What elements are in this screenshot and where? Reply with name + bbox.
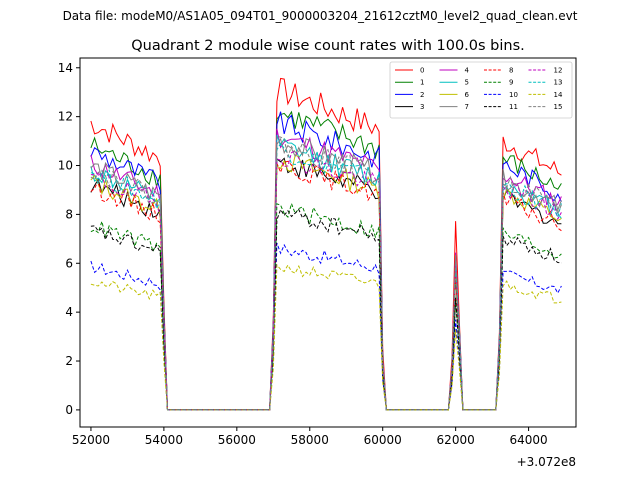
legend-label-9: 9 [509,79,513,87]
x-tick-label: 56000 [218,433,256,447]
y-tick-label: 2 [65,354,73,368]
series-line-0 [90,77,562,411]
series-line-11 [90,208,562,411]
y-tick-label: 6 [65,256,73,270]
legend-label-5: 5 [465,79,469,87]
y-tick-label: 12 [58,110,73,124]
series-line-6 [90,154,562,411]
x-axis: 52000 54000 56000 58000 60000 62000 64000 [72,427,548,447]
x-tick-label: 58000 [291,433,329,447]
series-line-1 [90,110,562,411]
legend-label-4: 4 [465,67,470,75]
legend-label-2: 2 [420,91,424,99]
y-tick-label: 8 [65,207,73,221]
legend-label-8: 8 [509,67,513,75]
legend-label-11: 11 [509,103,518,111]
series-line-8 [90,160,562,411]
series-line-14 [90,263,562,411]
x-offset-label: +3.072e8 [517,455,576,469]
y-tick-label: 4 [65,305,73,319]
legend-label-12: 12 [554,67,563,75]
series-line-9 [90,201,562,411]
legend-label-6: 6 [465,91,470,99]
legend-label-13: 13 [554,79,563,87]
series-line-10 [90,242,562,411]
legend-label-7: 7 [465,103,469,111]
x-tick-label: 60000 [364,433,402,447]
series-line-15 [90,135,562,411]
figure-suptitle: Data file: modeM0/AS1A05_094T01_90000032… [63,9,578,23]
axes-frame [79,57,577,428]
series-line-5 [90,134,562,411]
legend-label-10: 10 [509,91,518,99]
x-tick-label: 64000 [509,433,547,447]
legend-label-14: 14 [554,91,563,99]
legend-label-3: 3 [420,103,424,111]
series-line-3 [90,157,562,411]
x-tick-label: 52000 [72,433,110,447]
legend-label-0: 0 [420,67,424,75]
x-tick-label: 54000 [145,433,183,447]
x-tick-label: 62000 [437,433,475,447]
legend-label-15: 15 [554,103,563,111]
y-tick-label: 14 [58,61,73,75]
y-tick-label: 0 [65,403,73,417]
series-line-12 [90,150,562,411]
series-line-2 [90,111,562,411]
y-tick-label: 10 [58,159,73,173]
y-axis: 0 2 4 6 8 10 12 14 [58,61,80,417]
plot-area [90,77,562,411]
series-line-13 [90,142,562,411]
chart-title: Quadrant 2 module wise count rates with … [131,38,525,54]
legend-label-1: 1 [420,79,424,87]
legend-frame [389,61,573,119]
